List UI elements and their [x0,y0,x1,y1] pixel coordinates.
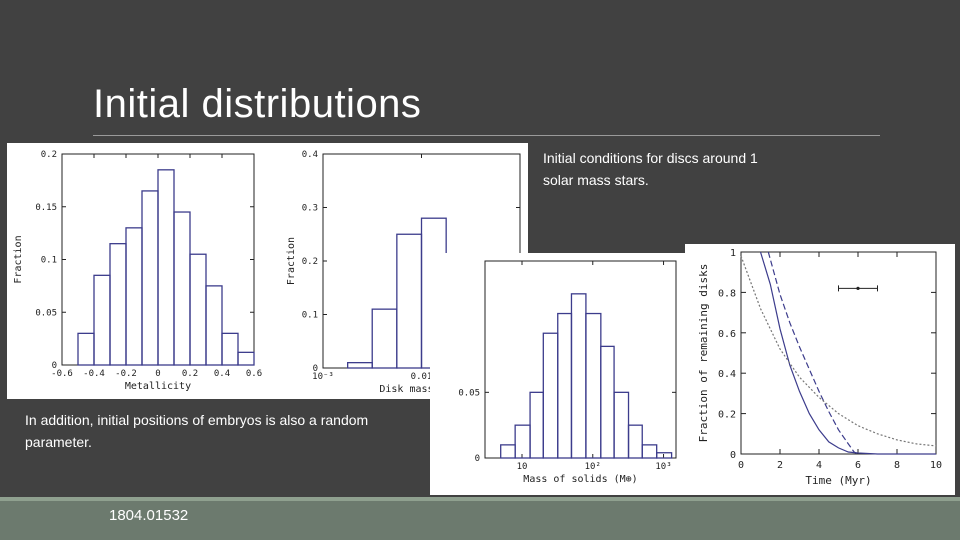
y-axis-label: Fraction of remaining disks [697,264,710,443]
x-tick-label: 0 [155,369,160,379]
y-tick-label: 0.05 [35,308,57,318]
histogram-bar [205,285,223,366]
x-tick-label: 4 [816,460,822,471]
series-line-dotted [740,255,937,447]
y-tick-label: 0.8 [718,288,736,299]
x-tick-label: -0.2 [115,369,137,379]
series-line-solid [759,251,936,455]
x-tick-label: 10³ [655,462,671,472]
y-axis-label: Fraction [286,237,297,285]
x-tick-label: 0.2 [182,369,198,379]
y-tick-label: 0 [475,454,480,464]
caption-right: Initial conditions for discs around 1 so… [543,150,758,188]
y-tick-label: 0.4 [718,369,736,380]
y-tick-label: 0.1 [41,256,57,266]
x-tick-label: 10² [585,462,601,472]
x-axis-label: Disk mass (M⊙) [379,384,463,395]
series-line-dashed [767,251,859,455]
y-tick-label: 0.3 [302,204,318,214]
slide-title: Initial distributions [93,82,422,126]
x-tick-label: 0 [738,460,744,471]
y-tick-label: 0.05 [458,388,480,398]
solids-mass-histogram: 10 10² 10³ 0 0.05 Mass of solids (M⊕) [458,260,677,485]
y-tick-label: 0.2 [41,150,57,160]
y-axis-label: Fraction [13,235,24,283]
disk-fraction-line-chart: 0 2 4 6 8 10 0 0.2 0.4 0.6 0.8 1 Time (Myr) Fraction … [697,248,942,487]
solids-mass-histogram-panel: 10 10² 10³ 0 0.05 Mass of solids (M⊕) [430,253,685,495]
footer-bar [0,497,960,540]
y-tick-label: 0 [313,364,318,374]
x-axis-label: Metallicity [125,381,191,392]
histogram-bar [627,424,643,459]
histogram-bar [237,351,255,366]
x-tick-label: 0.4 [214,369,230,379]
y-tick-label: 0.4 [302,150,318,160]
x-tick-label: 6 [855,460,861,471]
title-divider [93,135,880,136]
x-tick-label: 10 [517,462,528,472]
caption-left: In addition, initial positions of embryo… [25,412,369,450]
y-tick-label: 0 [730,450,736,461]
y-tick-label: 0.15 [35,203,57,213]
y-tick-label: 0.1 [302,311,318,321]
x-tick-label: -0.6 [51,369,73,379]
x-axis-label: Mass of solids (M⊕) [523,474,637,485]
x-tick-label: 0.6 [246,369,262,379]
x-tick-label: 10⁻³ [312,372,334,382]
x-tick-label: 0.01 [411,372,433,382]
x-tick-label: 8 [894,460,900,471]
x-tick-label: -0.4 [83,369,105,379]
x-tick-label: 2 [777,460,783,471]
y-tick-label: 0 [52,361,57,371]
y-tick-label: 0.6 [718,329,736,340]
y-tick-label: 0.2 [718,410,736,421]
histogram-bar [656,452,673,459]
disk-fraction-plot-panel: 0 2 4 6 8 10 0 0.2 0.4 0.6 0.8 1 Time (Myr) Fraction … [685,244,955,495]
x-tick-label: 10 [930,460,942,471]
metallicity-histogram: -0.6 -0.4 -0.2 0 0.2 0.4 0.6 0 0.05 0.1 0.15 0.2 Met… [13,150,262,392]
y-tick-label: 0.2 [302,257,318,267]
histogram-bar [221,332,239,366]
error-bar-point [856,286,860,290]
histogram-bar [641,444,658,459]
x-axis-label: Time (Myr) [805,474,871,487]
plot-frame [740,251,937,455]
y-tick-label: 1 [730,248,736,259]
footer-accent-line [0,497,960,501]
footer-reference: 1804.01532 [109,507,189,524]
